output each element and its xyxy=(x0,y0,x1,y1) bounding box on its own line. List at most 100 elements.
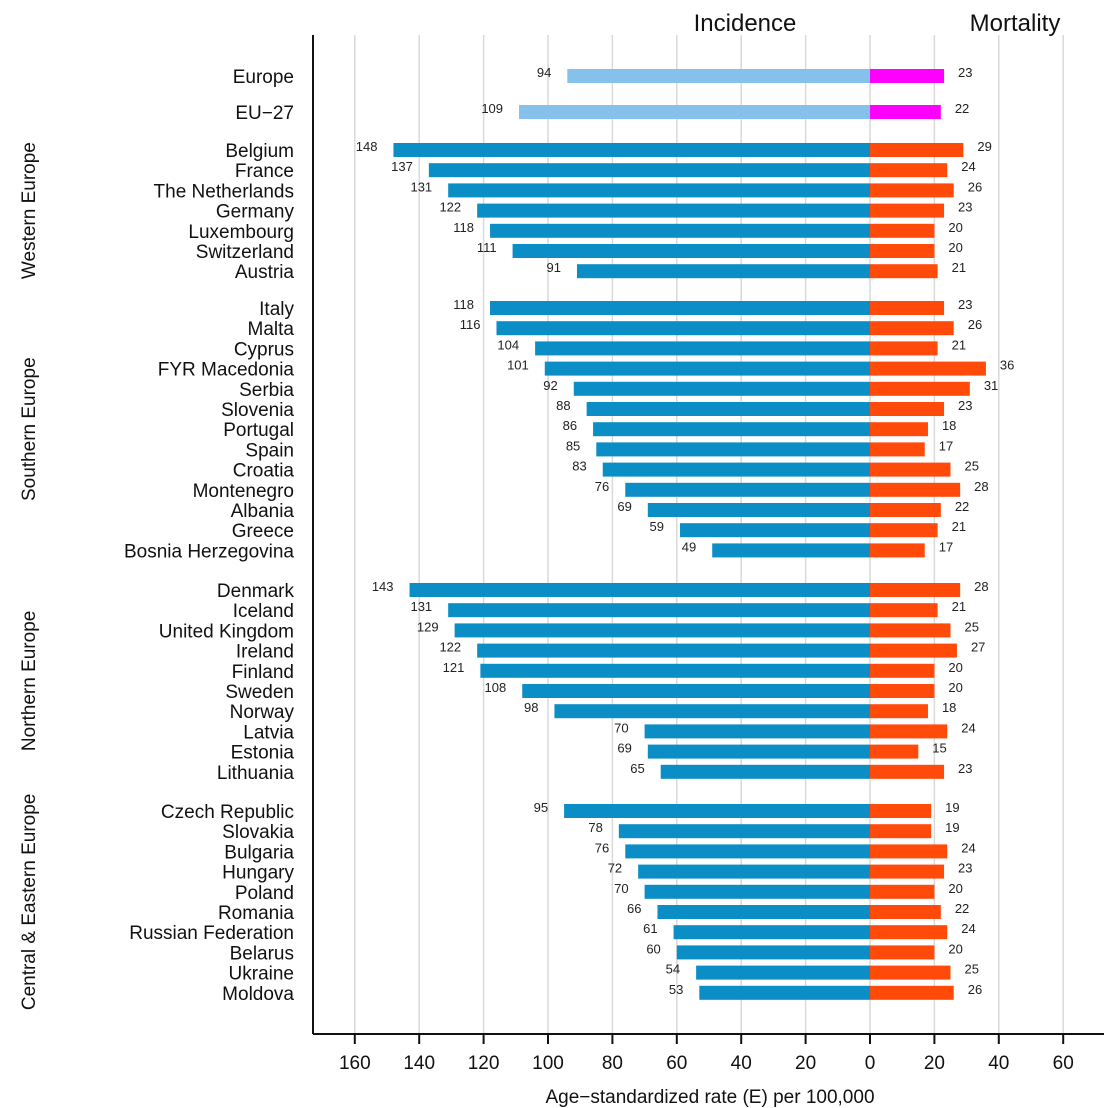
country-label-cyprus: Cyprus xyxy=(234,339,294,360)
bar-mortality-greece xyxy=(870,523,938,538)
value-label-incidence-bosnia-herzegovina: 49 xyxy=(682,539,696,554)
bar-incidence-belgium xyxy=(393,143,870,157)
value-label-mortality-austria: 21 xyxy=(952,260,966,275)
tick-label-incidence-100: 100 xyxy=(532,1053,564,1074)
group-label-western-europe: Western Europe xyxy=(19,142,40,279)
country-label-bosnia-herzegovina: Bosnia Herzegovina xyxy=(124,541,294,562)
bar-incidence-iceland xyxy=(448,603,870,618)
bar-mortality-hungary xyxy=(870,864,945,879)
tick-label-incidence-120: 120 xyxy=(468,1053,500,1074)
value-label-mortality-cyprus: 21 xyxy=(952,337,966,352)
bar-incidence-malta xyxy=(496,321,870,336)
value-label-incidence-albania: 69 xyxy=(617,499,631,514)
bar-mortality-russian-federation xyxy=(870,925,948,940)
bar-mortality-serbia xyxy=(870,381,970,396)
bar-incidence-ukraine xyxy=(696,965,870,980)
value-label-incidence-austria: 91 xyxy=(547,260,561,275)
bar-mortality-poland xyxy=(870,884,935,899)
bar-incidence-cyprus xyxy=(535,341,870,356)
country-label-serbia: Serbia xyxy=(239,380,294,401)
value-label-mortality-iceland: 21 xyxy=(952,599,966,614)
country-label-eu-27: EU−27 xyxy=(235,103,294,124)
bar-mortality-france xyxy=(870,163,948,178)
bar-mortality-luxembourg xyxy=(870,223,935,238)
country-label-hungary: Hungary xyxy=(222,863,294,884)
bar-mortality-bulgaria xyxy=(870,844,948,859)
bar-incidence-norway xyxy=(554,704,870,719)
value-label-incidence-fyr-macedonia: 101 xyxy=(507,358,529,373)
bar-incidence-fyr-macedonia xyxy=(544,361,870,376)
value-label-incidence-denmark: 143 xyxy=(372,579,394,594)
bar-mortality-moldova xyxy=(870,985,954,1000)
country-label-slovakia: Slovakia xyxy=(222,822,294,843)
value-label-mortality-eu-27: 22 xyxy=(955,101,969,116)
value-label-mortality-albania: 22 xyxy=(955,499,969,514)
value-label-mortality-belgium: 29 xyxy=(977,139,991,154)
bar-mortality-spain xyxy=(870,442,925,457)
bar-incidence-switzerland xyxy=(512,244,870,258)
value-label-mortality-bosnia-herzegovina: 17 xyxy=(939,539,953,554)
bar-mortality-romania xyxy=(870,905,941,919)
value-label-mortality-fyr-macedonia: 36 xyxy=(1000,358,1014,373)
value-label-incidence-eu-27: 109 xyxy=(481,101,503,116)
bar-mortality-eu-27 xyxy=(870,105,941,119)
value-label-mortality-slovakia: 19 xyxy=(945,820,959,835)
bar-mortality-the-netherlands xyxy=(870,183,954,198)
country-label-finland: Finland xyxy=(232,662,294,683)
value-label-mortality-bulgaria: 24 xyxy=(961,840,975,855)
tick-label-mortality-40: 40 xyxy=(988,1053,1009,1074)
tick-label-incidence-40: 40 xyxy=(731,1053,752,1074)
value-label-incidence-romania: 66 xyxy=(627,901,641,916)
bar-mortality-germany xyxy=(870,203,945,218)
bar-mortality-finland xyxy=(870,663,935,678)
value-label-mortality-belarus: 20 xyxy=(948,941,962,956)
tick-label-incidence-160: 160 xyxy=(339,1053,371,1074)
bar-mortality-montenegro xyxy=(870,482,961,497)
bar-incidence-italy xyxy=(490,301,870,315)
country-label-belarus: Belarus xyxy=(230,943,294,964)
value-label-mortality-moldova: 26 xyxy=(968,982,982,997)
country-label-spain: Spain xyxy=(245,440,294,461)
value-label-mortality-united-kingdom: 25 xyxy=(965,619,979,634)
bar-mortality-united-kingdom xyxy=(870,623,951,638)
tick-label-mortality-60: 60 xyxy=(1053,1053,1074,1074)
country-label-luxembourg: Luxembourg xyxy=(188,222,294,243)
value-label-mortality-finland: 20 xyxy=(948,660,962,675)
value-label-mortality-france: 24 xyxy=(961,159,975,174)
country-label-iceland: Iceland xyxy=(233,601,294,622)
tick-label-incidence-140: 140 xyxy=(403,1053,435,1074)
bar-incidence-russian-federation xyxy=(673,925,870,940)
bar-mortality-estonia xyxy=(870,744,919,759)
bar-incidence-albania xyxy=(647,503,870,517)
country-label-norway: Norway xyxy=(230,702,295,723)
country-label-austria: Austria xyxy=(235,262,295,283)
value-label-mortality-sweden: 20 xyxy=(948,680,962,695)
tick-label-incidence-80: 80 xyxy=(602,1053,623,1074)
value-label-mortality-romania: 22 xyxy=(955,901,969,916)
value-label-incidence-russian-federation: 61 xyxy=(643,921,657,936)
value-label-incidence-france: 137 xyxy=(391,159,413,174)
bar-incidence-bulgaria xyxy=(625,844,870,859)
value-label-mortality-italy: 23 xyxy=(958,297,972,312)
country-label-albania: Albania xyxy=(231,501,295,522)
value-label-incidence-hungary: 72 xyxy=(608,861,622,876)
country-label-montenegro: Montenegro xyxy=(193,481,294,502)
bar-incidence-estonia xyxy=(647,744,870,759)
bar-incidence-serbia xyxy=(573,381,870,396)
bar-incidence-sweden xyxy=(522,684,870,698)
panel-title-mortality: Mortality xyxy=(970,10,1061,37)
value-label-incidence-ireland: 122 xyxy=(439,640,461,655)
value-label-mortality-ukraine: 25 xyxy=(965,962,979,977)
country-label-poland: Poland xyxy=(235,883,294,904)
country-label-denmark: Denmark xyxy=(217,581,295,602)
bar-incidence-greece xyxy=(680,523,870,538)
value-label-mortality-portugal: 18 xyxy=(942,418,956,433)
bar-incidence-germany xyxy=(477,203,870,218)
bar-mortality-austria xyxy=(870,264,938,279)
bar-incidence-france xyxy=(428,163,870,178)
labels: Europe 94 23 EU−27 109 22 Belgium 148 29 France 13… xyxy=(19,65,1014,1010)
tick-label-mortality-20: 20 xyxy=(924,1053,945,1074)
value-label-mortality-luxembourg: 20 xyxy=(948,220,962,235)
value-label-incidence-croatia: 83 xyxy=(572,459,586,474)
value-label-mortality-russian-federation: 24 xyxy=(961,921,975,936)
